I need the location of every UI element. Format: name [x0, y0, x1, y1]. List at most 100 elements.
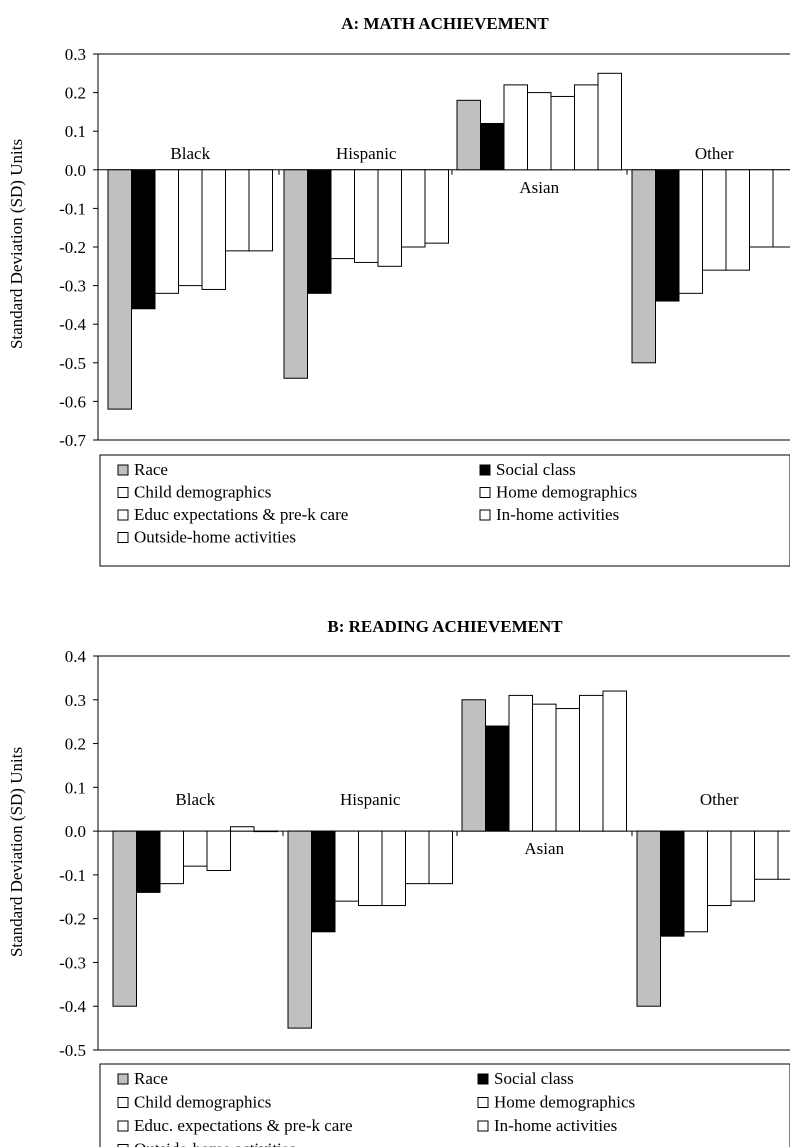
legend-label-race: Race — [134, 460, 168, 479]
legend-swatch-race — [117, 464, 129, 476]
y-tick-label: 0.4 — [65, 647, 87, 666]
legend-label-outside-home-activities: Outside-home activities — [134, 528, 296, 547]
bar-asian-child-demographics — [508, 694, 533, 832]
legend-label-social-class: Social class — [494, 1069, 574, 1088]
legend-swatch-in-home-activities — [477, 1120, 489, 1132]
bar-asian-social-class — [485, 725, 510, 832]
y-tick-label: -0.4 — [59, 315, 86, 334]
y-axis-label: Standard Deviation (SD) Units — [7, 747, 26, 957]
y-tick-label: -0.2 — [59, 910, 86, 929]
y-tick-label: 0.2 — [65, 84, 86, 103]
y-tick-label: -0.1 — [59, 866, 86, 885]
bar-asian-race — [461, 699, 486, 832]
legend-label-outside-home-activities: Outside-home activities — [134, 1140, 296, 1147]
bar-other-child-demographics — [678, 169, 703, 294]
y-tick-label: 0.3 — [65, 691, 86, 710]
category-label-hispanic: Hispanic — [340, 790, 401, 809]
panel-math-achievement: A: MATH ACHIEVEMENT Standard Deviation (S… — [7, 14, 790, 567]
bar-black-home-demographics — [178, 169, 203, 287]
bar-other-race — [636, 830, 661, 1007]
bar-hispanic-in-home-activities — [401, 169, 426, 248]
legend-label-race: Race — [134, 1069, 168, 1088]
category-label-other: Other — [695, 144, 734, 163]
legend-swatch-home-demographics — [477, 1097, 489, 1108]
bar-black-educ-expectations-pre-k-care — [206, 830, 231, 872]
legend-swatch-educ-expectations-pre-k-care — [117, 509, 129, 521]
legend-swatch-outside-home-activities — [117, 1144, 129, 1147]
y-tick-label: -0.3 — [59, 277, 86, 296]
bar-hispanic-race — [283, 169, 308, 379]
category-label-asian: Asian — [524, 839, 564, 858]
y-tick-label: 0.1 — [65, 778, 86, 797]
chart-title: B: READING ACHIEVEMENT — [327, 617, 563, 636]
bar-asian-in-home-activities — [579, 694, 604, 832]
y-tick-label: -0.6 — [59, 392, 86, 411]
legend-label-educ-expectations-pre-k-care: Educ expectations & pre-k care — [134, 505, 348, 524]
legend-label-child-demographics: Child demographics — [134, 1093, 271, 1112]
bar-asian-home-demographics — [527, 92, 552, 171]
category-label-other: Other — [700, 790, 739, 809]
bar-black-race — [112, 830, 137, 1007]
bar-other-educ-expectations-pre-k-care — [725, 169, 750, 271]
panel-reading-achievement: B: READING ACHIEVEMENT Standard Deviation… — [7, 617, 790, 1147]
bar-black-in-home-activities — [230, 826, 255, 832]
y-tick-label: -0.3 — [59, 953, 86, 972]
bar-hispanic-outside-home-activities — [428, 830, 453, 885]
legend-box — [99, 454, 790, 567]
legend-swatch-in-home-activities — [479, 509, 491, 521]
y-tick-label: 0.3 — [65, 45, 86, 64]
category-label-hispanic: Hispanic — [336, 144, 397, 163]
bar-hispanic-race — [287, 830, 312, 1029]
bar-other-outside-home-activities — [772, 169, 790, 248]
bar-hispanic-in-home-activities — [405, 830, 430, 885]
y-axis-label: Standard Deviation (SD) Units — [7, 139, 26, 349]
legend-swatch-educ-expectations-pre-k-care — [117, 1120, 129, 1132]
bar-asian-child-demographics — [503, 84, 528, 171]
bar-other-outside-home-activities — [777, 830, 790, 880]
y-tick-label: -0.7 — [59, 431, 86, 450]
bar-asian-in-home-activities — [574, 84, 599, 171]
y-tick-label: -0.1 — [59, 199, 86, 218]
category-label-black: Black — [170, 144, 210, 163]
bar-black-social-class — [131, 169, 156, 310]
legend-label-in-home-activities: In-home activities — [494, 1116, 617, 1135]
legend-label-in-home-activities: In-home activities — [496, 505, 619, 524]
legend-swatch-race — [117, 1073, 129, 1085]
category-label-asian: Asian — [519, 178, 559, 197]
legend-swatch-outside-home-activities — [117, 532, 129, 543]
bar-black-social-class — [136, 830, 161, 893]
bar-other-race — [631, 169, 656, 364]
bar-hispanic-child-demographics — [330, 169, 355, 260]
bar-black-race — [107, 169, 132, 410]
bar-asian-home-demographics — [532, 703, 557, 832]
bar-asian-outside-home-activities — [602, 690, 627, 832]
y-tick-label: 0.0 — [65, 822, 86, 841]
bar-other-child-demographics — [683, 830, 708, 933]
y-tick-label: 0.1 — [65, 122, 86, 141]
bar-asian-race — [456, 99, 481, 171]
bar-hispanic-home-demographics — [354, 169, 379, 263]
bar-black-child-demographics — [154, 169, 179, 294]
legend-box — [99, 1063, 790, 1147]
bar-hispanic-outside-home-activities — [424, 169, 449, 244]
bar-black-outside-home-activities — [248, 169, 273, 252]
legend-swatch-home-demographics — [479, 487, 491, 498]
chart-title: A: MATH ACHIEVEMENT — [341, 14, 549, 33]
legend-label-home-demographics: Home demographics — [494, 1093, 635, 1112]
bar-hispanic-child-demographics — [334, 830, 359, 902]
y-tick-label: 0.0 — [65, 161, 86, 180]
bar-other-in-home-activities — [754, 830, 779, 880]
legend-label-home-demographics: Home demographics — [496, 483, 637, 502]
legend-swatch-child-demographics — [117, 487, 129, 498]
bar-black-in-home-activities — [225, 169, 250, 252]
bar-hispanic-home-demographics — [358, 830, 383, 907]
legend-label-social-class: Social class — [496, 460, 576, 479]
bar-hispanic-educ-expectations-pre-k-care — [377, 169, 402, 267]
bar-hispanic-social-class — [311, 830, 336, 933]
bar-asian-educ-expectations-pre-k-care — [555, 708, 580, 832]
legend-swatch-social-class — [479, 464, 491, 476]
y-tick-label: 0.2 — [65, 735, 86, 754]
bar-other-home-demographics — [707, 830, 732, 907]
bar-black-outside-home-activities — [253, 830, 278, 833]
bar-hispanic-social-class — [307, 169, 332, 294]
